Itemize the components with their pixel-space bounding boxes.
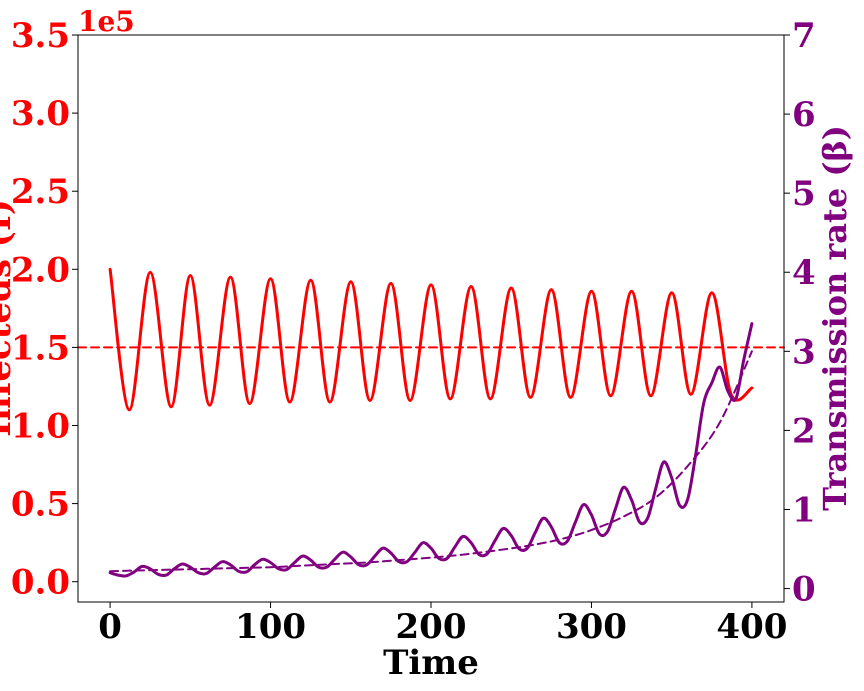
x-tick-label: 100 <box>235 607 306 647</box>
right-y-tick-label: 6 <box>792 95 816 135</box>
x-axis-title: Time <box>383 643 479 683</box>
left-y-tick-label: 1.0 <box>11 406 70 446</box>
right-axis-title: Transmission rate (β) <box>816 125 854 511</box>
left-axis-title: Infecteds (I) <box>0 199 19 437</box>
left-y-tick-label: 0.5 <box>11 485 70 525</box>
ticks: 0 100 200 300 400 0.0 0.5 1.0 1.5 2.0 2.5 3.0 3.5 0 1 2… <box>11 16 816 647</box>
left-y-tick-label: 2.0 <box>11 250 70 290</box>
right-y-tick-label: 7 <box>792 16 816 56</box>
left-y-tick-label: 3.0 <box>11 94 70 134</box>
right-y-tick-label: 5 <box>792 174 816 214</box>
right-y-tick-label: 0 <box>792 570 816 610</box>
left-y-tick-label: 2.5 <box>11 172 70 212</box>
right-y-tick-label: 2 <box>792 411 816 451</box>
x-tick-label: 300 <box>556 607 627 647</box>
beta-trend-line <box>109 350 753 573</box>
right-y-tick-label: 3 <box>792 332 816 372</box>
right-y-tick-label: 1 <box>792 490 816 530</box>
x-tick-label: 0 <box>98 607 122 647</box>
right-y-tick-label: 4 <box>792 253 816 293</box>
left-axis-multiplier: 1e5 <box>78 5 135 38</box>
beta-line <box>108 322 754 578</box>
infecteds-line <box>108 267 754 412</box>
left-y-tick-label: 3.5 <box>11 16 70 56</box>
x-tick-label: 200 <box>396 607 467 647</box>
left-y-tick-label: 0.0 <box>11 563 70 603</box>
left-y-tick-label: 1.5 <box>11 328 70 368</box>
x-tick-label: 400 <box>716 607 787 647</box>
plot-lines <box>77 267 785 578</box>
